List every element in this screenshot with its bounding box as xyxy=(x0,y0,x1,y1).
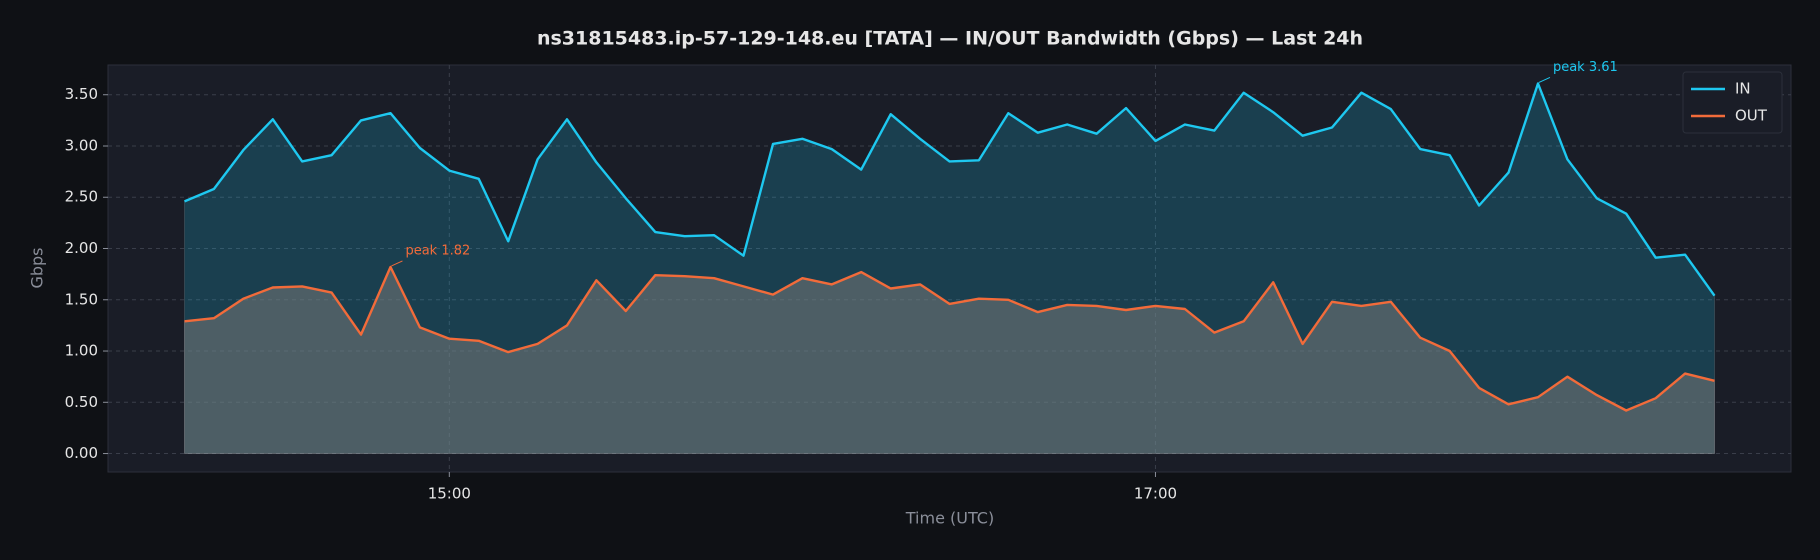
y-tick-label: 0.00 xyxy=(65,444,98,462)
y-tick-label: 1.00 xyxy=(65,342,98,360)
line-series xyxy=(184,82,1716,297)
y-tick-label: 2.00 xyxy=(65,239,98,257)
annotation: peak 3.61 xyxy=(1553,60,1618,75)
annotation-arrow xyxy=(391,260,403,267)
chart-title: ns31815483.ip-57-129-148.eu [TATA] — IN/… xyxy=(537,28,1363,50)
annotation-arrow xyxy=(1538,76,1551,83)
legend-box xyxy=(1682,71,1783,134)
legend-label: IN xyxy=(1735,80,1751,98)
y-tick-label: 3.50 xyxy=(65,85,98,103)
y-tick-label: 2.50 xyxy=(65,188,98,206)
y-axis-label: Gbps xyxy=(28,247,47,288)
annotation: peak 1.82 xyxy=(405,243,470,258)
x-tick-label: 15:00 xyxy=(428,485,471,503)
line-series xyxy=(184,265,1715,412)
x-tick-label: 17:00 xyxy=(1134,485,1177,503)
y-tick-label: 3.00 xyxy=(65,136,98,154)
legend-label: OUT xyxy=(1735,107,1768,125)
y-tick-label: 0.50 xyxy=(65,393,98,411)
x-axis-label: Time (UTC) xyxy=(905,509,994,528)
y-tick-label: 1.50 xyxy=(65,290,98,308)
